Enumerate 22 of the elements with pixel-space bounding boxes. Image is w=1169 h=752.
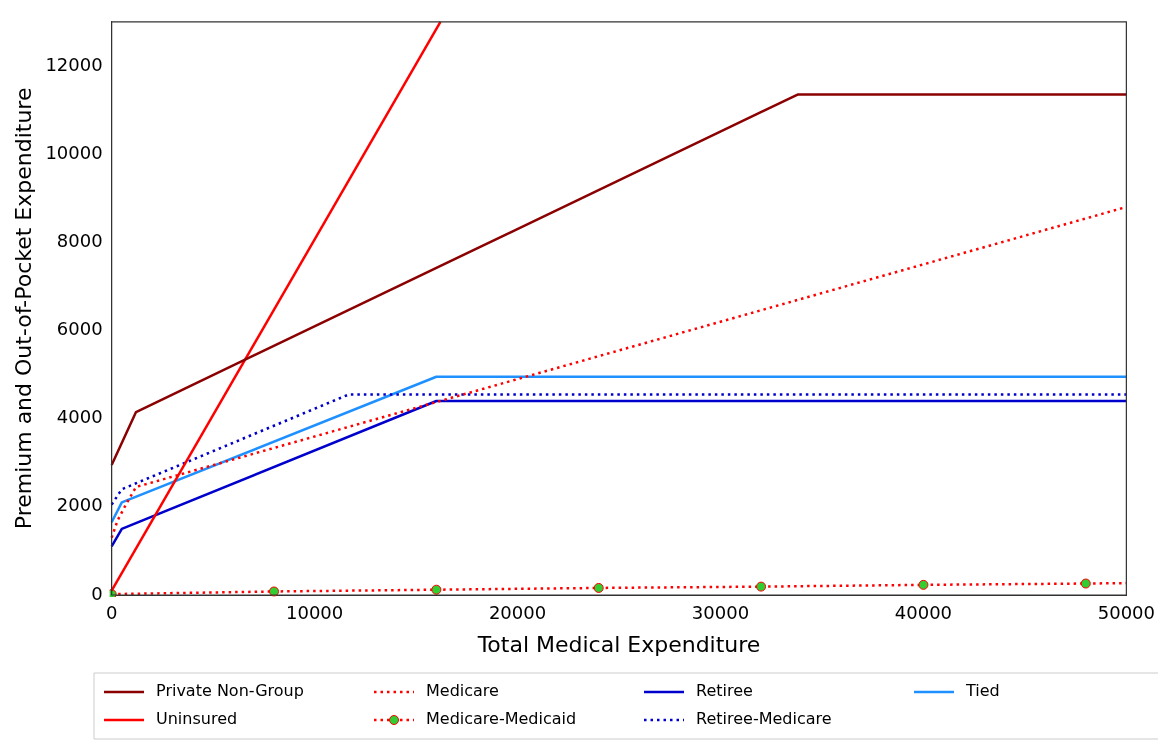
x-tick-label: 50000 [1097,602,1155,624]
legend-label: Retiree-Medicare [696,709,832,729]
legend-label: Tied [965,681,1000,701]
y-tick-label: 8000 [56,229,103,251]
x-tick-label: 0 [105,602,118,624]
legend-label: Uninsured [156,709,238,729]
y-tick-label: 0 [91,582,103,604]
y-axis-title: Premium and Out-of-Pocket Expenditure [10,87,36,530]
y-tick-label: 4000 [56,406,103,428]
x-tick-label: 20000 [488,602,547,624]
y-tick-label: 2000 [56,494,103,516]
y-tick-label: 10000 [45,141,103,163]
legend-label: Retiree [696,681,753,701]
legend-label: Medicare-Medicaid [426,709,577,729]
y-tick-label: 12000 [45,53,103,75]
x-axis-title: Total Medical Expenditure [476,631,761,657]
x-tick-label: 40000 [894,602,953,624]
x-tick-label: 10000 [285,602,344,624]
x-tick-label: 30000 [691,602,750,624]
y-tick-label: 6000 [56,318,103,340]
legend-label: Medicare [426,681,499,701]
legend-label: Private Non-Group [156,681,304,701]
